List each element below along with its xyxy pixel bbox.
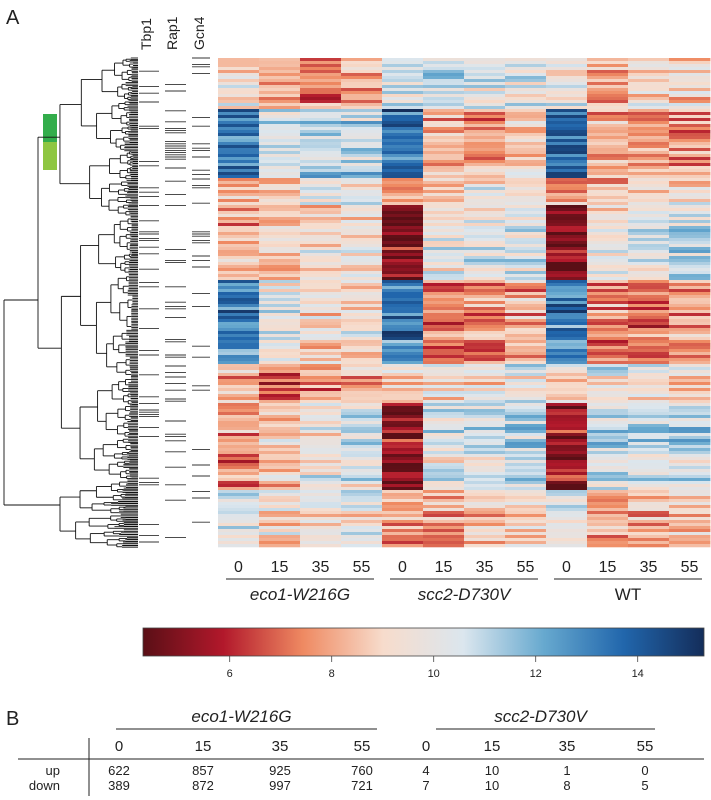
heatmap-column-label: 0: [398, 559, 407, 576]
table-column-label: 15: [484, 738, 501, 755]
table-cell: 7: [422, 778, 429, 793]
table-column-label: 55: [637, 738, 654, 755]
heatmap: [218, 58, 711, 548]
table-row-label: down: [29, 778, 60, 793]
track-label: Rap1: [164, 16, 180, 50]
heatmap-group-label: eco1-W216G: [250, 585, 350, 604]
table-cell: 0: [641, 763, 648, 778]
heatmap-column-label: 0: [234, 559, 243, 576]
table-column-label: 15: [195, 738, 212, 755]
cluster-mark: [43, 142, 57, 170]
heatmap-column-label: 15: [435, 559, 453, 576]
heatmap-column-label: 15: [599, 559, 617, 576]
heatmap-column-label: 0: [562, 559, 571, 576]
colorbar-tick-label: 8: [329, 668, 335, 680]
track-label: Gcn4: [191, 16, 207, 50]
heatmap-column-label: 35: [312, 559, 330, 576]
table-column-label: 35: [272, 738, 289, 755]
table-cell: 389: [108, 778, 130, 793]
table-cell: 622: [108, 763, 130, 778]
table-cell: 10: [485, 778, 499, 793]
heatmap-column-label: 55: [517, 559, 535, 576]
colorbar-tick-label: 6: [227, 668, 233, 680]
motif-tracks: [139, 57, 210, 543]
heatmap-column-label: 35: [476, 559, 494, 576]
panel-b-label: B: [6, 708, 19, 730]
heatmap-column-label: 15: [271, 559, 289, 576]
heatmap-column-label: 55: [681, 559, 699, 576]
heatmap-group-label: scc2-D730V: [418, 585, 512, 604]
table-column-label: 0: [115, 738, 123, 755]
table-group-label: scc2-D730V: [494, 707, 588, 726]
table-cell: 10: [485, 763, 499, 778]
colorbar-tick-label: 10: [428, 668, 440, 680]
panel-a-label: A: [6, 7, 20, 29]
heatmap-group-labels: eco1-W216G scc2-D730V WT: [226, 578, 702, 604]
heatmap-column-label: 35: [640, 559, 658, 576]
table-cell: 997: [269, 778, 291, 793]
track-labels: Tbp1 Rap1 Gcn4: [138, 16, 207, 50]
table-group-label: eco1-W216G: [191, 707, 291, 726]
table-column-label: 35: [559, 738, 576, 755]
table-cell: 872: [192, 778, 214, 793]
heatmap-column-label: 55: [353, 559, 371, 576]
table-cell: 1: [563, 763, 570, 778]
table-cell: 5: [641, 778, 648, 793]
cluster-mark: [43, 114, 57, 142]
colorbar: [142, 627, 705, 657]
colorbar-tick-label: 14: [632, 668, 644, 680]
colorbar-ticks: 6 8 10 12 14: [227, 656, 644, 680]
track-label: Tbp1: [138, 18, 154, 50]
table-cell: 8: [563, 778, 570, 793]
dendrogram: [3, 57, 138, 548]
heatmap-column-labels: 0 15 35 55 0 15 35 55 0 15 35 55: [234, 559, 698, 576]
table-cell: 760: [351, 763, 373, 778]
heatmap-group-label: WT: [615, 585, 641, 604]
table-cell: 925: [269, 763, 291, 778]
table-column-label: 55: [354, 738, 371, 755]
table-cell: 721: [351, 778, 373, 793]
table-row-label: up: [46, 763, 60, 778]
table-cell: 857: [192, 763, 214, 778]
table-cell: 4: [422, 763, 429, 778]
cluster-marks: [43, 114, 57, 170]
table-column-label: 0: [422, 738, 430, 755]
colorbar-tick-label: 12: [530, 668, 542, 680]
